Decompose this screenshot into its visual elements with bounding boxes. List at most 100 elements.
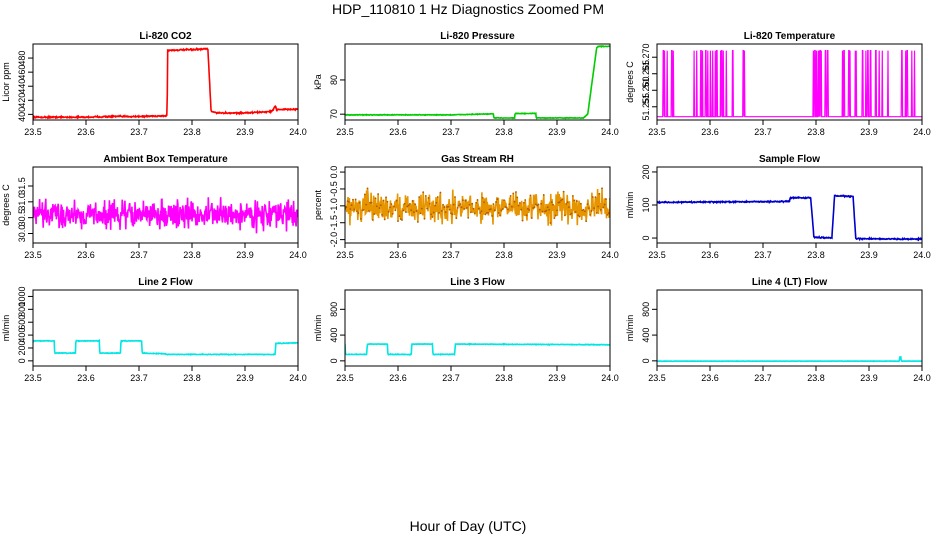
data-point	[557, 201, 560, 204]
data-point	[414, 203, 417, 206]
data-point	[424, 194, 427, 197]
data-point	[499, 214, 501, 217]
data-point	[569, 213, 572, 216]
data-point	[468, 203, 471, 206]
data-point	[462, 199, 464, 202]
data-point	[428, 202, 431, 205]
data-point	[489, 208, 492, 211]
plot-frame	[344, 43, 611, 121]
panel-8: Line 3 Flow ml/min 23.5 23.6 23.7 23.8 23.9 24.…	[313, 277, 619, 383]
data-point	[391, 212, 394, 215]
panel-3: Li-820 Temperature degrees C 23.5 23.6 23.7 2…	[625, 31, 931, 137]
data-point	[519, 201, 521, 204]
data-point	[595, 212, 598, 214]
y-tick-label: 0.0	[329, 166, 339, 179]
data-point	[420, 207, 423, 210]
data-point	[406, 205, 409, 208]
data-point	[501, 208, 504, 210]
data-point	[438, 212, 440, 214]
y-tick-label: 400	[641, 328, 651, 343]
data-point	[370, 201, 373, 204]
data-point	[348, 200, 350, 203]
x-tick-label: 23.6	[77, 373, 95, 383]
data-point	[371, 218, 374, 221]
data-point	[419, 212, 422, 215]
y-tick-label: 80	[329, 75, 339, 85]
x-tick-label: 23.9	[860, 127, 878, 137]
data-point	[573, 199, 576, 202]
data-point	[546, 206, 549, 209]
x-tick-label: 23.9	[860, 250, 878, 260]
y-tick-label: 31.0	[17, 193, 27, 211]
data-point	[444, 211, 447, 214]
data-point	[544, 210, 546, 213]
plot-frame	[32, 43, 299, 121]
data-point	[560, 199, 562, 202]
x-tick-label: 23.9	[236, 373, 254, 383]
data-point	[383, 218, 386, 221]
x-tick-label: 23.7	[754, 127, 772, 137]
data-point	[454, 196, 456, 198]
data-point	[398, 215, 401, 218]
data-point	[598, 192, 601, 195]
data-point	[447, 205, 450, 208]
data-point	[575, 200, 578, 202]
x-tick-label: 23.7	[442, 127, 460, 137]
x-tick-label: 23.5	[336, 250, 354, 260]
data-point	[570, 212, 573, 215]
x-tick-label: 23.9	[860, 373, 878, 383]
data-point	[352, 198, 354, 201]
panel-6: Sample Flow ml/min 23.5 23.6 23.7 23.8 23.9 24.…	[625, 154, 931, 260]
series-line	[657, 194, 922, 242]
data-point	[536, 204, 539, 207]
data-point	[374, 197, 377, 200]
data-point	[491, 215, 493, 217]
data-point	[373, 213, 376, 215]
x-tick-label: 23.8	[807, 127, 825, 137]
figure-title: HDP_110810 1 Hz Diagnostics Zoomed PM	[331, 1, 605, 17]
y-tick-label: 400	[17, 107, 27, 122]
series-line	[33, 338, 298, 356]
data-point	[590, 210, 593, 212]
x-tick-label: 23.8	[183, 250, 201, 260]
data-point	[378, 207, 381, 209]
x-tick-label: 23.8	[495, 250, 513, 260]
data-point	[366, 187, 369, 190]
y-axis-label: degrees C	[625, 61, 635, 103]
data-point	[381, 213, 383, 216]
data-point	[503, 199, 505, 202]
y-tick-label: -1.0	[329, 198, 339, 214]
data-point	[602, 206, 605, 209]
panel-title: Li-820 Temperature	[744, 31, 836, 42]
data-point	[565, 202, 568, 205]
data-point	[354, 198, 357, 201]
x-tick-label: 23.8	[183, 127, 201, 137]
x-tick-label: 23.7	[442, 373, 460, 383]
data-point	[568, 206, 570, 209]
data-point	[545, 209, 548, 212]
data-point	[578, 215, 581, 218]
series-line	[657, 50, 922, 118]
y-tick-label: 400	[17, 328, 27, 343]
data-point	[530, 217, 533, 219]
x-tick-label: 24.0	[913, 250, 931, 260]
data-point	[439, 191, 442, 194]
data-point	[472, 207, 475, 210]
y-axis-label: ml/min	[1, 315, 11, 342]
data-point	[574, 211, 577, 213]
data-point	[496, 198, 499, 201]
x-tick-label: 23.6	[389, 373, 407, 383]
data-point	[416, 221, 419, 223]
data-point	[594, 196, 597, 199]
x-tick-label: 23.7	[754, 373, 772, 383]
data-point	[459, 203, 462, 205]
y-tick-label: 30.0	[17, 225, 27, 243]
data-point	[587, 207, 590, 210]
y-tick-label: 0	[641, 236, 651, 241]
data-point	[430, 213, 433, 216]
data-point	[606, 213, 609, 216]
data-point	[375, 205, 378, 208]
data-point	[393, 205, 395, 208]
data-point	[469, 211, 472, 214]
x-tick-label: 23.8	[807, 250, 825, 260]
